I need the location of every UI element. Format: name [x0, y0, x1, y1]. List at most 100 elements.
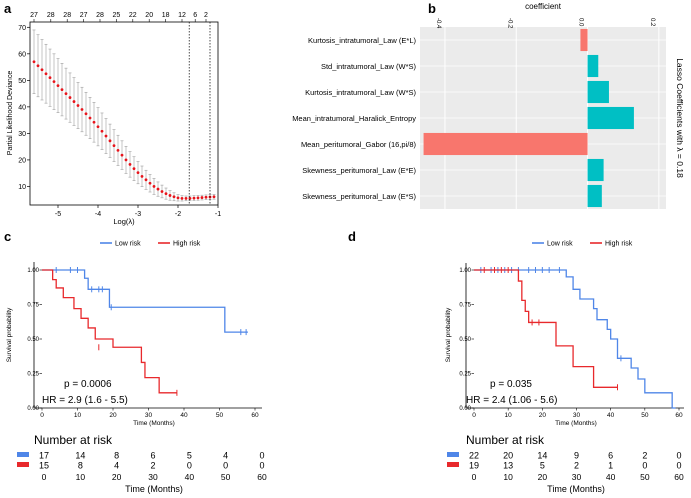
- risk-count: 19: [469, 461, 479, 471]
- panel-label-c: c: [4, 229, 11, 244]
- cv-point: [52, 80, 56, 84]
- cv-point: [168, 194, 172, 197]
- risk-count: 2: [574, 461, 579, 471]
- x-tick-label: -0.4: [435, 18, 441, 29]
- cv-point: [104, 134, 108, 138]
- cv-point: [88, 116, 92, 120]
- cv-point: [120, 153, 124, 157]
- risk-count: 6: [150, 451, 155, 461]
- risk-count: 6: [608, 451, 613, 461]
- y-tick-label: 0.50: [27, 337, 39, 343]
- legend-label: High risk: [173, 241, 201, 248]
- feature-label: Skewness_peritumoral_Law (E*S): [302, 192, 416, 201]
- panel-d-km-validation: Low risk High risk 0 10 20 30 40 50 600.000.250…: [445, 241, 684, 494]
- y-tick-label: 60: [18, 51, 26, 58]
- legend-label: High risk: [605, 241, 633, 248]
- top-nonzero-count: 25: [113, 12, 121, 19]
- y-tick-label: 0.75: [27, 303, 39, 309]
- risk-x-tick-label: 20: [538, 472, 548, 482]
- top-nonzero-count: 28: [96, 12, 104, 19]
- cv-point: [48, 76, 52, 80]
- risk-row-swatch: [17, 452, 29, 457]
- risk-x-tick-label: 10: [76, 472, 86, 482]
- cv-point: [84, 112, 88, 116]
- x-tick-label: -4: [95, 211, 101, 218]
- risk-x-tick-label: 20: [112, 472, 122, 482]
- panel-a-ylabel: Partial Likelihood Deviance: [7, 71, 14, 156]
- x-tick-label: 10: [74, 412, 82, 419]
- cv-point: [108, 139, 112, 143]
- risk-count: 2: [150, 461, 155, 471]
- y-tick-label: 0.25: [459, 372, 471, 378]
- risk-count: 4: [223, 451, 228, 461]
- top-nonzero-count: 20: [145, 12, 153, 19]
- panel-c-pvalue: p = 0.0006: [64, 379, 112, 390]
- risk-x-tick-label: 30: [148, 472, 158, 482]
- risk-count: 0: [642, 461, 647, 471]
- cv-point: [116, 148, 120, 152]
- cv-point: [60, 88, 64, 92]
- cv-point: [156, 187, 160, 191]
- feature-label: Mean_intratumoral_Haralick_Entropy: [292, 114, 416, 123]
- cv-point: [36, 64, 40, 68]
- panel-d-ylabel: Survival probability: [445, 307, 452, 362]
- risk-count: 8: [78, 461, 83, 471]
- cv-point: [144, 178, 148, 182]
- cv-point: [172, 195, 176, 199]
- risk-count: 0: [676, 461, 681, 471]
- risk-count: 0: [259, 461, 264, 471]
- panel-label-b: b: [428, 1, 436, 16]
- legend-label: Low risk: [547, 241, 573, 248]
- x-tick-label: -1: [215, 211, 221, 218]
- cv-point: [192, 196, 196, 200]
- coef-bar: [587, 80, 609, 104]
- coef-bar: [587, 54, 599, 78]
- x-tick-label: 0: [40, 412, 44, 419]
- risk-x-tick-label: 60: [674, 472, 684, 482]
- risk-count: 0: [223, 461, 228, 471]
- panel-c-hr: HR = 2.9 (1.6 - 5.5): [42, 395, 128, 406]
- risk-count: 5: [540, 461, 545, 471]
- x-tick-label: 20: [539, 412, 547, 419]
- risk-count: 14: [75, 451, 85, 461]
- km-curve-low-risk: [42, 269, 248, 333]
- cv-point: [128, 163, 132, 166]
- coef-bar: [587, 184, 602, 208]
- panel-a-frame: [29, 21, 219, 206]
- risk-count: 8: [114, 451, 119, 461]
- cv-point: [112, 144, 116, 147]
- x-tick-label: 60: [675, 412, 683, 419]
- cv-point: [40, 68, 44, 72]
- x-tick-label: -5: [55, 211, 61, 218]
- top-nonzero-count: 28: [47, 12, 55, 19]
- panel-b-xlabel: coefficient: [525, 2, 562, 11]
- x-tick-label: 30: [145, 412, 153, 419]
- risk-count: 5: [187, 451, 192, 461]
- panel-c-ylabel: Survival probability: [6, 307, 13, 362]
- risk-count: 15: [39, 461, 49, 471]
- cv-point: [184, 196, 188, 200]
- x-tick-label: 10: [505, 412, 513, 419]
- risk-x-tick-label: 40: [185, 472, 195, 482]
- top-nonzero-count: 6: [193, 12, 197, 19]
- risk-count: 0: [259, 451, 264, 461]
- panel-c-risk-title: Number at risk: [34, 433, 113, 447]
- panel-c-risk-xlabel: Time (Months): [125, 484, 183, 494]
- km-curve-low-risk: [474, 269, 676, 409]
- risk-count: 22: [469, 451, 479, 461]
- x-tick-label: -3: [135, 211, 141, 218]
- y-tick-label: 40: [18, 104, 26, 111]
- feature-label: Kurtosis_intratumoral_Law (W*S): [305, 88, 416, 97]
- risk-row-swatch: [447, 462, 459, 467]
- cv-point: [196, 196, 200, 200]
- cv-point: [32, 60, 36, 64]
- km-curve-high-risk: [474, 269, 618, 388]
- risk-x-tick-label: 60: [257, 472, 267, 482]
- y-tick-label: 0.25: [27, 372, 39, 378]
- panel-d-risk-xlabel: Time (Months): [547, 484, 605, 494]
- y-tick-label: 1.00: [27, 268, 39, 274]
- panel-label-a: a: [4, 1, 12, 16]
- x-tick-label: 0: [472, 412, 476, 419]
- risk-count: 13: [503, 461, 513, 471]
